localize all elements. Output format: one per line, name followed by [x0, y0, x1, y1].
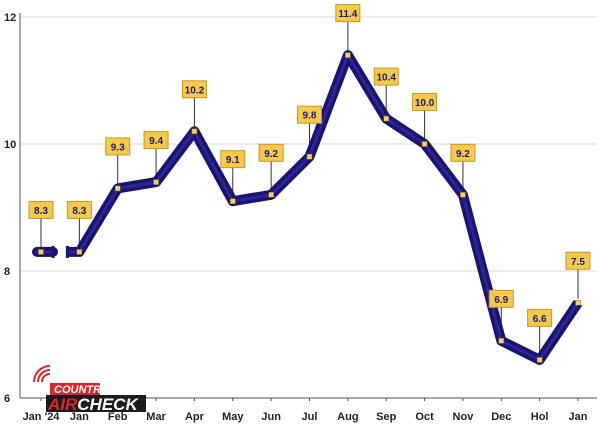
- data-label-box: [143, 131, 169, 150]
- data-point: [498, 338, 505, 344]
- data-label: 9.1: [226, 155, 240, 166]
- data-label-box: [565, 251, 591, 270]
- data-labels: 8.3 8.3 9.3 9.4 10.2 9.1 9.2 9.8 11.4 10.4 10.0 9.2…: [28, 4, 591, 327]
- x-tick-label: Mar: [146, 411, 166, 423]
- x-axis: Jan '24 Jan Feb Mar Apr May Jun Jul Aug Sep Oct Nov…: [20, 397, 597, 423]
- data-label: 8.3: [34, 206, 48, 217]
- data-label-box: [258, 143, 284, 162]
- data-label-box: [412, 93, 438, 111]
- x-tick-label: Jan '24: [23, 411, 61, 423]
- logo-country-band: [50, 383, 100, 395]
- data-label: 9.2: [264, 149, 278, 160]
- data-label-box: [450, 143, 476, 162]
- logo-signal-icon: [33, 365, 51, 383]
- data-label: 10.2: [185, 85, 205, 96]
- series-markers: [38, 52, 581, 363]
- data-point: [460, 192, 466, 198]
- data-point: [421, 141, 428, 147]
- data-point: [191, 128, 198, 135]
- logo-check-text: CHECK: [77, 395, 139, 414]
- data-label-box: [373, 67, 399, 86]
- y-tick-label: 10: [4, 139, 16, 151]
- data-point: [153, 179, 159, 185]
- data-point: [345, 52, 351, 58]
- y-tick-label: 6: [4, 393, 10, 405]
- data-label-box: [297, 105, 322, 124]
- data-point: [383, 115, 389, 122]
- data-point: [268, 192, 274, 198]
- data-label: 6.6: [533, 314, 547, 325]
- data-label-box: [335, 4, 361, 23]
- data-label: 10.0: [415, 98, 435, 109]
- x-tick-label: Jul: [302, 411, 318, 423]
- x-tick-label: Dec: [491, 411, 511, 423]
- series-line: [32, 50, 583, 365]
- data-point: [575, 300, 581, 306]
- data-point: [114, 185, 121, 192]
- y-tick-label: 8: [4, 266, 10, 278]
- data-point: [536, 357, 543, 363]
- data-label: 6.9: [494, 295, 508, 306]
- data-label: 9.8: [303, 111, 317, 122]
- logo-air-text: AIR: [47, 395, 78, 414]
- data-label-box: [220, 150, 246, 169]
- data-label: 9.2: [456, 149, 470, 160]
- data-label: 9.3: [111, 142, 125, 153]
- x-tick-label: Jan: [569, 411, 588, 423]
- data-label-box: [66, 200, 92, 219]
- data-point: [306, 153, 313, 160]
- data-point: [76, 249, 83, 255]
- data-label: 8.3: [72, 206, 86, 217]
- x-tick-label: Apr: [185, 411, 205, 423]
- data-point: [38, 249, 44, 255]
- data-label-box: [527, 308, 553, 327]
- data-point: [230, 198, 236, 204]
- logo-main-band: [46, 395, 146, 412]
- x-tick-label: Sep: [376, 411, 396, 423]
- x-tick-label: Hol: [531, 411, 549, 423]
- data-label: 7.5: [571, 257, 585, 268]
- y-tick-label: 12: [4, 12, 16, 24]
- x-tick-label: May: [222, 411, 244, 423]
- data-label: 9.4: [149, 136, 163, 147]
- country-aircheck-logo: COUNTRY AIRCHECK: [33, 365, 146, 414]
- data-label-box: [28, 200, 54, 219]
- data-label-box: [181, 80, 207, 99]
- x-tick-label: Jan: [70, 411, 89, 423]
- data-label-box: [105, 137, 131, 156]
- logo-country-text: COUNTRY: [54, 384, 110, 396]
- data-label: 10.4: [376, 73, 396, 84]
- y-axis: 6 8 10 12: [4, 12, 21, 405]
- logo-aircheck-text: AIRCHECK: [47, 395, 139, 414]
- x-tick-label: Aug: [337, 411, 358, 423]
- x-tick-label: Oct: [415, 411, 434, 423]
- x-tick-label: Jun: [261, 411, 281, 423]
- data-label-box: [488, 289, 514, 308]
- data-label: 11.4: [338, 9, 357, 20]
- x-tick-label: Nov: [453, 411, 475, 423]
- x-tick-label: Feb: [108, 411, 128, 423]
